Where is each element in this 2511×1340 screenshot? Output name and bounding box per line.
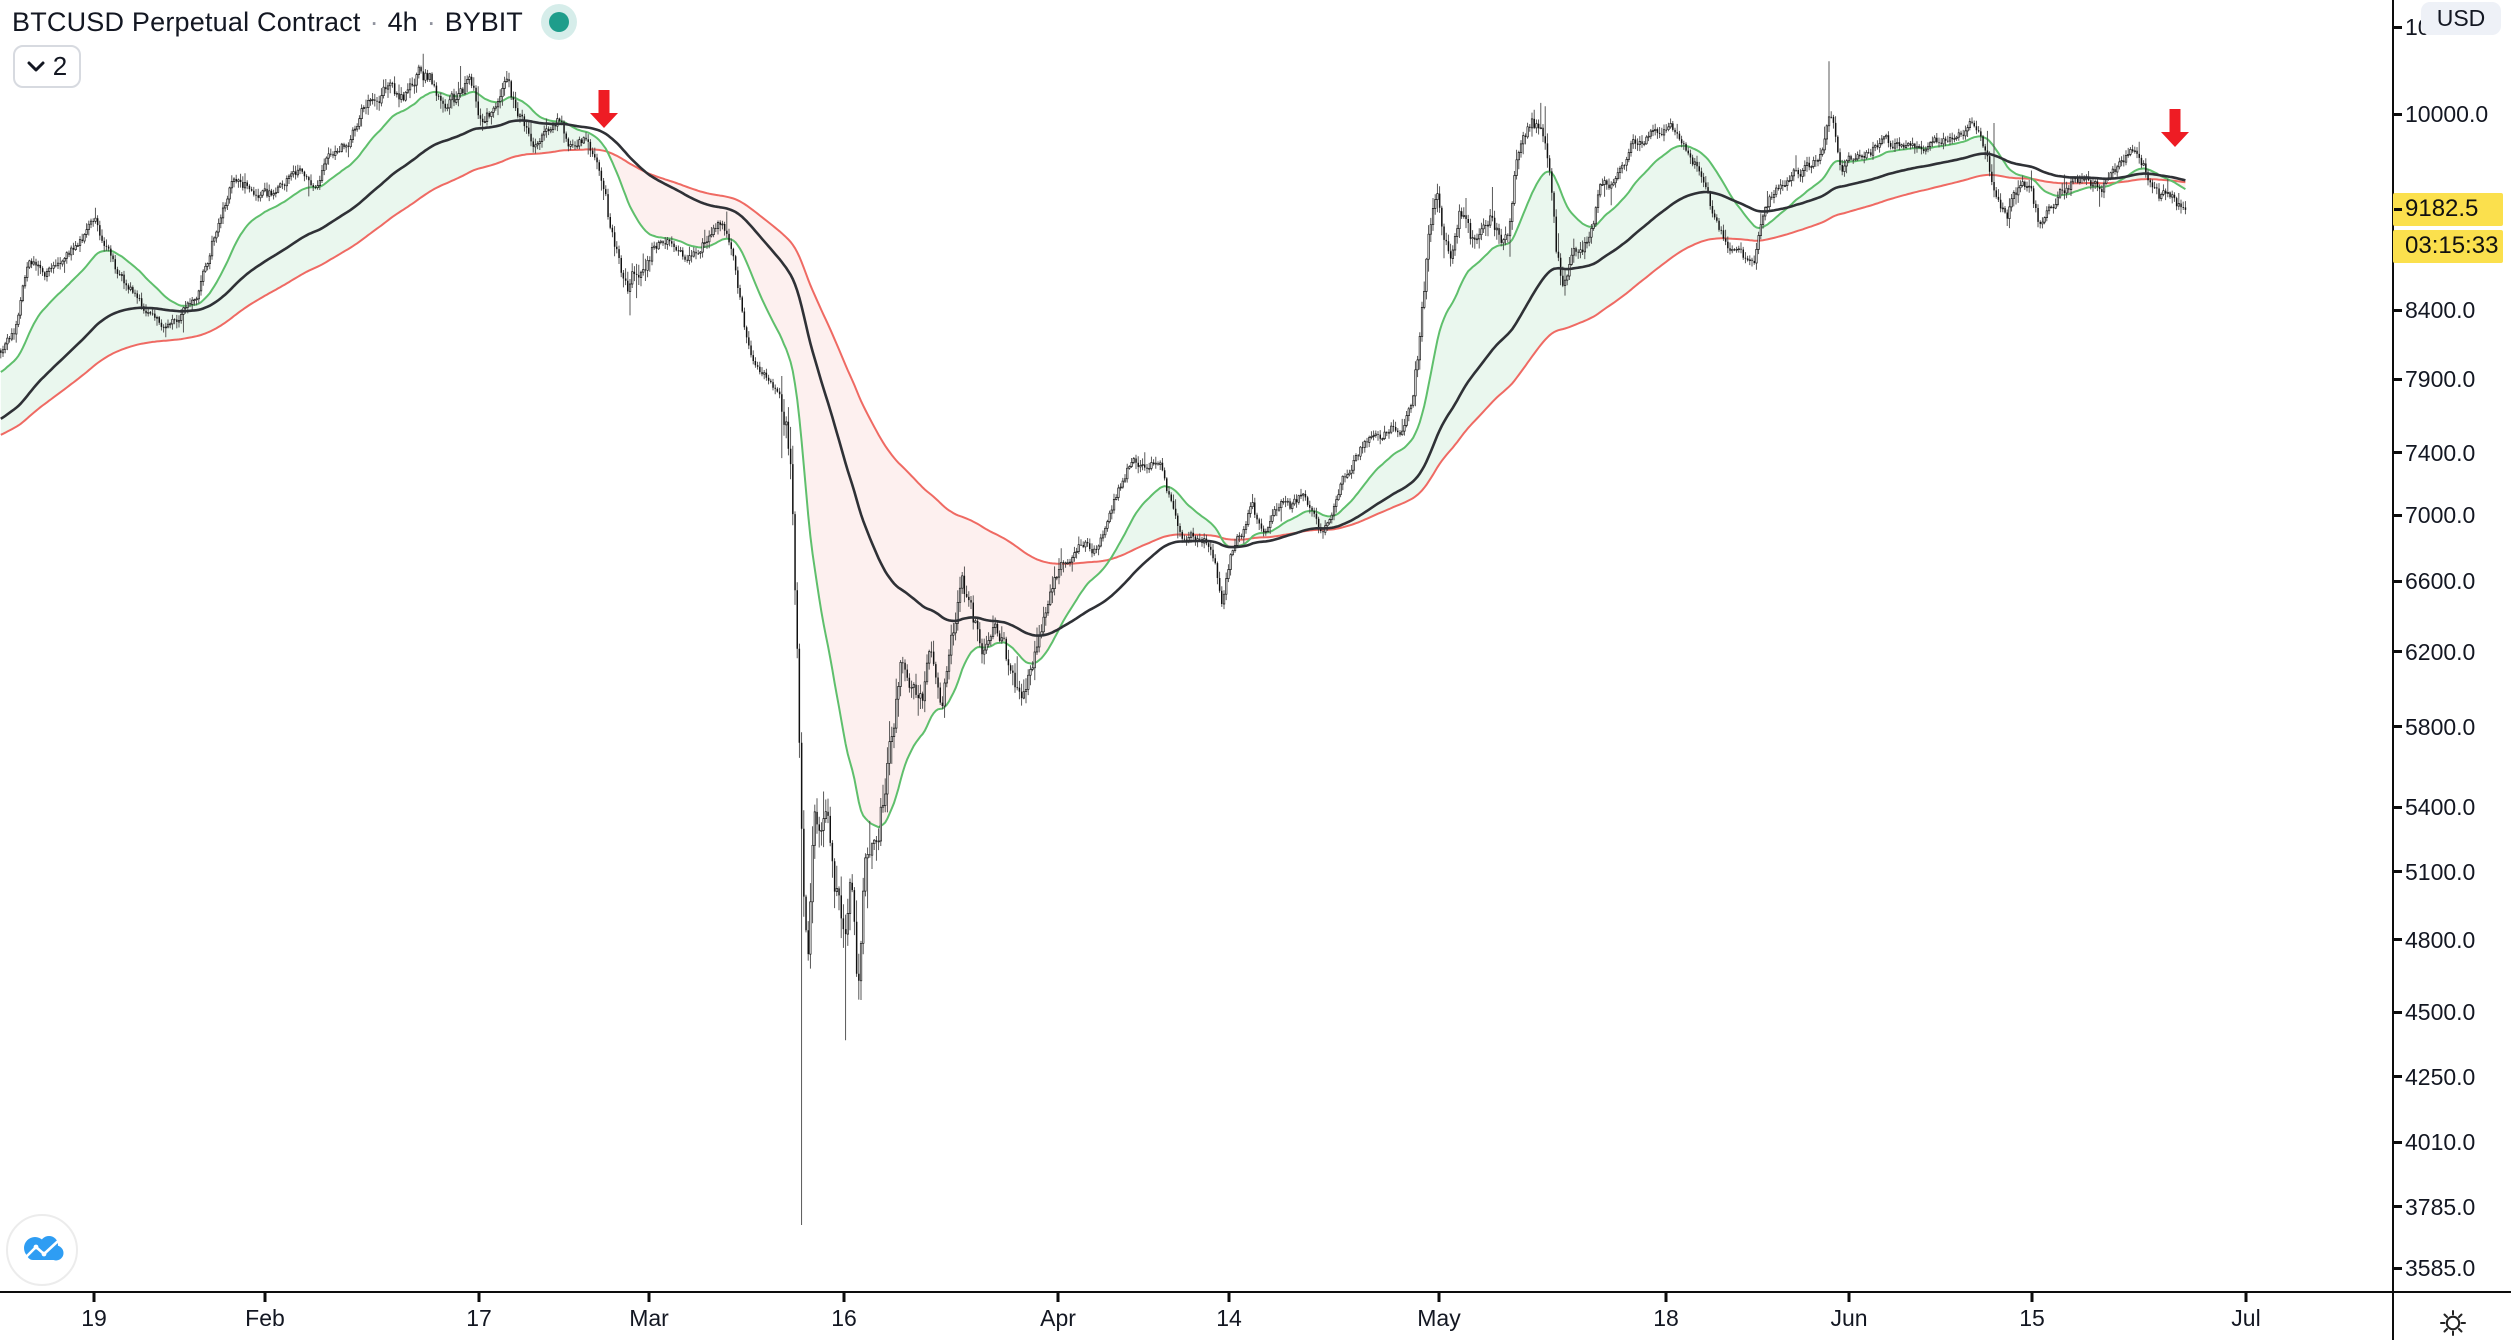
time-tick-mark	[1664, 1293, 1668, 1302]
price-chart-canvas[interactable]	[0, 0, 2392, 1292]
price-tick-label: 4010.0	[2405, 1129, 2476, 1156]
red-down-arrow-icon[interactable]	[2161, 109, 2189, 147]
price-tick-label: 4250.0	[2405, 1063, 2476, 1090]
price-tick-mark	[2394, 805, 2402, 809]
currency-badge[interactable]: USD	[2421, 2, 2501, 35]
time-tick-label: Jun	[1830, 1305, 1868, 1331]
time-tick-mark	[263, 1293, 267, 1302]
time-tick-mark	[1847, 1293, 1851, 1302]
time-tick-mark	[92, 1293, 96, 1302]
time-tick-label: 15	[2019, 1305, 2045, 1331]
price-tick-mark	[2394, 112, 2402, 116]
time-axis[interactable]: 19 Feb 17 Mar 16 Apr 14 May 18 Jun 15 Jul	[0, 1293, 2392, 1340]
price-tick-mark	[2394, 870, 2402, 873]
time-tick-mark	[2244, 1293, 2248, 1302]
indicator-count-button[interactable]: 2	[13, 45, 81, 88]
time-tick-label: Jul	[2231, 1305, 2261, 1331]
price-tick-mark	[2394, 1205, 2402, 1209]
time-tick-mark	[647, 1293, 651, 1302]
price-tick-mark	[2394, 25, 2402, 29]
chart-plot-area[interactable]	[0, 0, 2392, 1292]
price-tick-label: 7400.0	[2405, 439, 2476, 466]
time-tick-label: 17	[466, 1305, 492, 1331]
price-tick-mark	[2394, 579, 2402, 583]
price-tick-mark	[2394, 308, 2402, 312]
red-down-arrow-icon[interactable]	[590, 90, 618, 128]
time-tick-label: Feb	[245, 1305, 285, 1331]
time-tick-label: 18	[1653, 1305, 1679, 1331]
time-tick-mark	[1227, 1293, 1231, 1302]
time-tick-mark	[842, 1293, 846, 1302]
price-tick-label: 6600.0	[2405, 568, 2476, 595]
time-tick-mark	[1056, 1293, 1060, 1302]
price-tick-label: 8400.0	[2405, 297, 2476, 324]
price-tick-mark	[2394, 1075, 2402, 1079]
time-tick-label: May	[1417, 1305, 1461, 1331]
time-tick-label: 16	[831, 1305, 857, 1331]
price-tick-mark	[2394, 451, 2402, 455]
axis-horizontal-separator	[0, 1291, 2511, 1293]
time-tick-label: 19	[81, 1305, 107, 1331]
price-tick-label: 3785.0	[2405, 1193, 2476, 1220]
price-tick-label: 7000.0	[2405, 502, 2476, 529]
price-tick-label: 6200.0	[2405, 638, 2476, 665]
symbol-title[interactable]: BTCUSD Perpetual Contract	[12, 6, 361, 37]
cloud-icon	[24, 1236, 64, 1261]
price-tick-label: 10000.0	[2405, 101, 2489, 127]
title-separator-dot: ·	[426, 6, 436, 37]
ema-fill-layer	[0, 91, 2186, 828]
sun-theme-icon[interactable]	[2437, 1307, 2469, 1339]
axis-vertical-separator	[2392, 0, 2394, 1340]
exchange-label[interactable]: BYBIT	[444, 6, 523, 37]
slow-ema-line	[0, 148, 2186, 565]
bar-countdown-label: 03:15:33	[2393, 229, 2503, 263]
chevron-down-icon	[27, 61, 45, 72]
time-tick-mark	[477, 1293, 481, 1302]
price-tick-mark	[2394, 725, 2402, 729]
price-tick-mark	[2394, 513, 2402, 517]
sun-icon	[2440, 1310, 2466, 1336]
last-price-tick-mark	[2394, 208, 2402, 212]
price-tick-label: 5400.0	[2405, 794, 2476, 821]
price-tick-label: 5800.0	[2405, 713, 2476, 740]
price-tick-mark	[2394, 377, 2402, 381]
price-tick-label: 4500.0	[2405, 999, 2476, 1026]
title-separator-dot: ·	[369, 6, 379, 37]
price-tick-mark	[2394, 938, 2402, 942]
price-tick-mark	[2394, 650, 2402, 654]
time-tick-mark	[2030, 1293, 2034, 1302]
fast-ema-line	[0, 90, 2186, 829]
price-axis[interactable]: USD 9182.5 03:15:33 10800.010000.08400.0…	[2393, 0, 2511, 1292]
indicator-count-label: 2	[52, 51, 68, 81]
market-status-dot-icon[interactable]	[540, 4, 577, 40]
status-dot-core	[548, 12, 569, 32]
interval-label[interactable]: 4h	[387, 6, 418, 37]
price-tick-label: 5100.0	[2405, 858, 2476, 885]
mid-ema-line	[0, 119, 2186, 637]
symbol-header: BTCUSD Perpetual Contract · 4h · BYBIT	[12, 2, 577, 42]
price-tick-mark	[2394, 1140, 2402, 1144]
last-price-label: 9182.5	[2393, 192, 2503, 226]
time-tick-mark	[1437, 1293, 1441, 1302]
time-tick-label: 14	[1216, 1305, 1242, 1331]
price-tick-label: 7900.0	[2405, 366, 2476, 393]
price-tick-mark	[2394, 1010, 2402, 1014]
cloud-chart-logo-icon[interactable]	[6, 1214, 78, 1286]
time-tick-label: Apr	[1040, 1305, 1076, 1331]
price-tick-label: 4800.0	[2405, 926, 2476, 953]
time-tick-label: Mar	[629, 1305, 669, 1331]
price-tick-label: 3585.0	[2405, 1255, 2476, 1282]
price-tick-mark	[2394, 1266, 2402, 1270]
